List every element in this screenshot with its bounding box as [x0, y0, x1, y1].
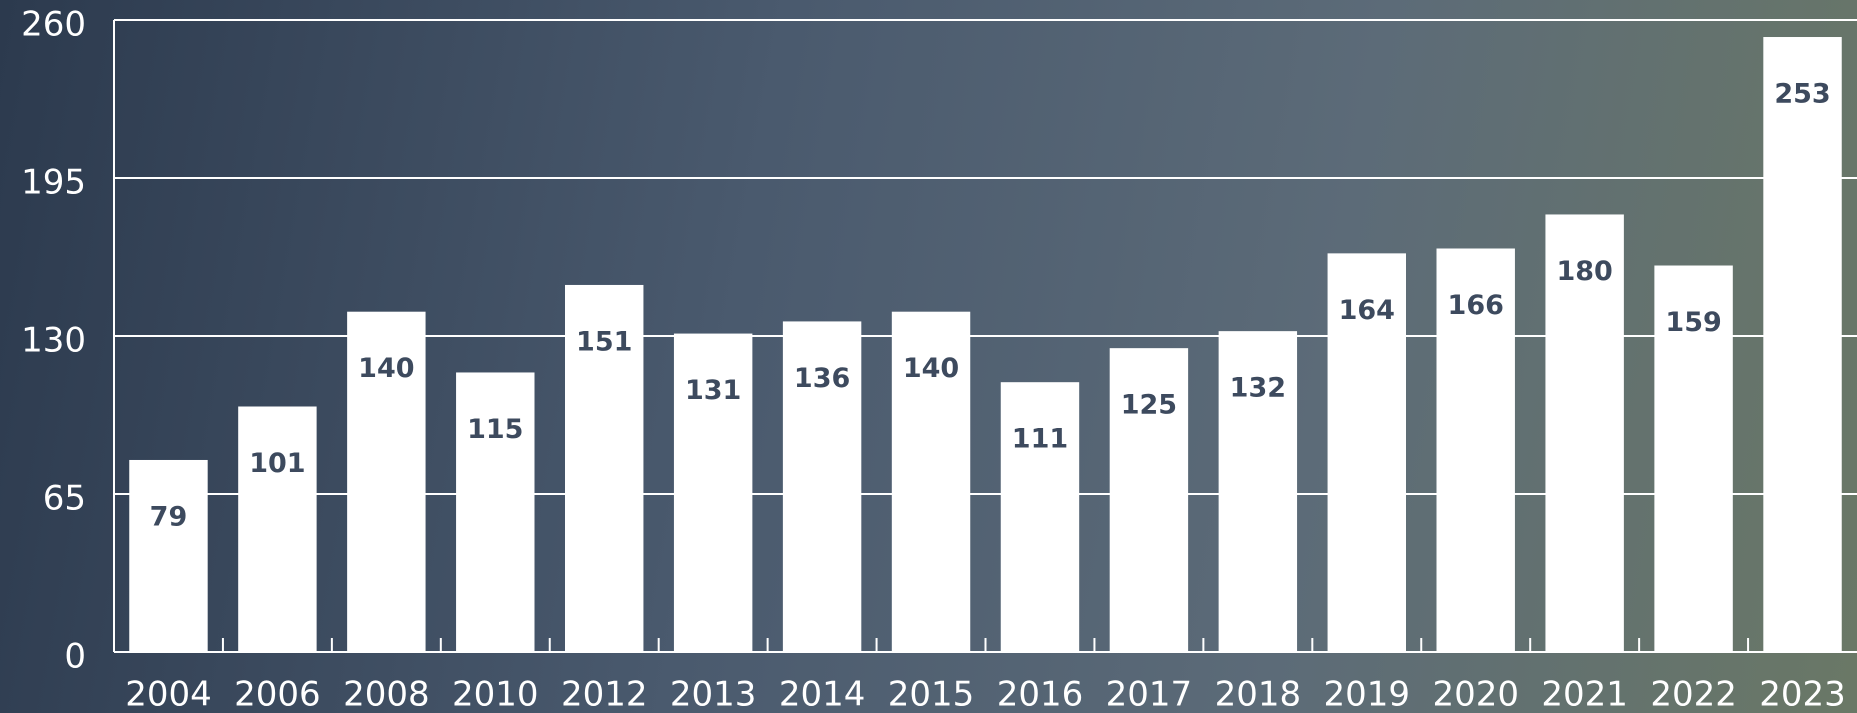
value-label: 140	[358, 353, 414, 384]
value-label: 159	[1665, 307, 1721, 338]
y-tick-label: 195	[21, 163, 86, 203]
bar	[1001, 382, 1079, 652]
value-label: 166	[1448, 290, 1504, 321]
x-tick-label: 2016	[997, 675, 1084, 713]
value-label: 115	[467, 414, 523, 445]
value-label: 140	[903, 353, 959, 384]
x-tick-label: 2014	[779, 675, 866, 713]
value-label: 136	[794, 363, 850, 394]
x-tick-label: 2023	[1759, 675, 1846, 713]
value-label: 132	[1230, 373, 1286, 404]
value-label: 253	[1774, 79, 1830, 110]
x-tick-label: 2010	[452, 675, 539, 713]
x-tick-label: 2020	[1432, 675, 1519, 713]
bar	[238, 406, 316, 652]
y-tick-label: 260	[21, 5, 86, 45]
value-label: 180	[1556, 256, 1612, 287]
value-label: 164	[1339, 295, 1395, 326]
y-tick-label: 130	[21, 321, 86, 361]
bar	[129, 460, 207, 652]
value-label: 111	[1012, 424, 1068, 455]
x-tick-label: 2004	[125, 675, 212, 713]
x-tick-label: 2015	[888, 675, 975, 713]
page: 0 65 130 195 260 2004 79 2006 101 2008 140 2010 115 2…	[0, 0, 1857, 713]
x-tick-label: 2013	[670, 675, 757, 713]
value-label: 131	[685, 375, 741, 406]
value-label: 101	[249, 448, 305, 479]
x-tick-label: 2012	[561, 675, 648, 713]
y-tick-label: 0	[64, 637, 86, 677]
x-tick-label: 2021	[1541, 675, 1628, 713]
value-label: 79	[150, 501, 188, 532]
bar	[1763, 37, 1841, 652]
chart: 0 65 130 195 260 2004 79 2006 101 2008 140 2010 115 2…	[0, 0, 1857, 713]
x-tick-label: 2008	[343, 675, 430, 713]
x-tick-label: 2022	[1650, 675, 1737, 713]
value-label: 125	[1121, 390, 1177, 421]
x-tick-label: 2006	[234, 675, 321, 713]
x-tick-label: 2018	[1215, 675, 1302, 713]
x-tick-label: 2017	[1106, 675, 1193, 713]
y-tick-label: 65	[43, 479, 86, 519]
x-tick-label: 2019	[1324, 675, 1411, 713]
value-label: 151	[576, 326, 632, 357]
